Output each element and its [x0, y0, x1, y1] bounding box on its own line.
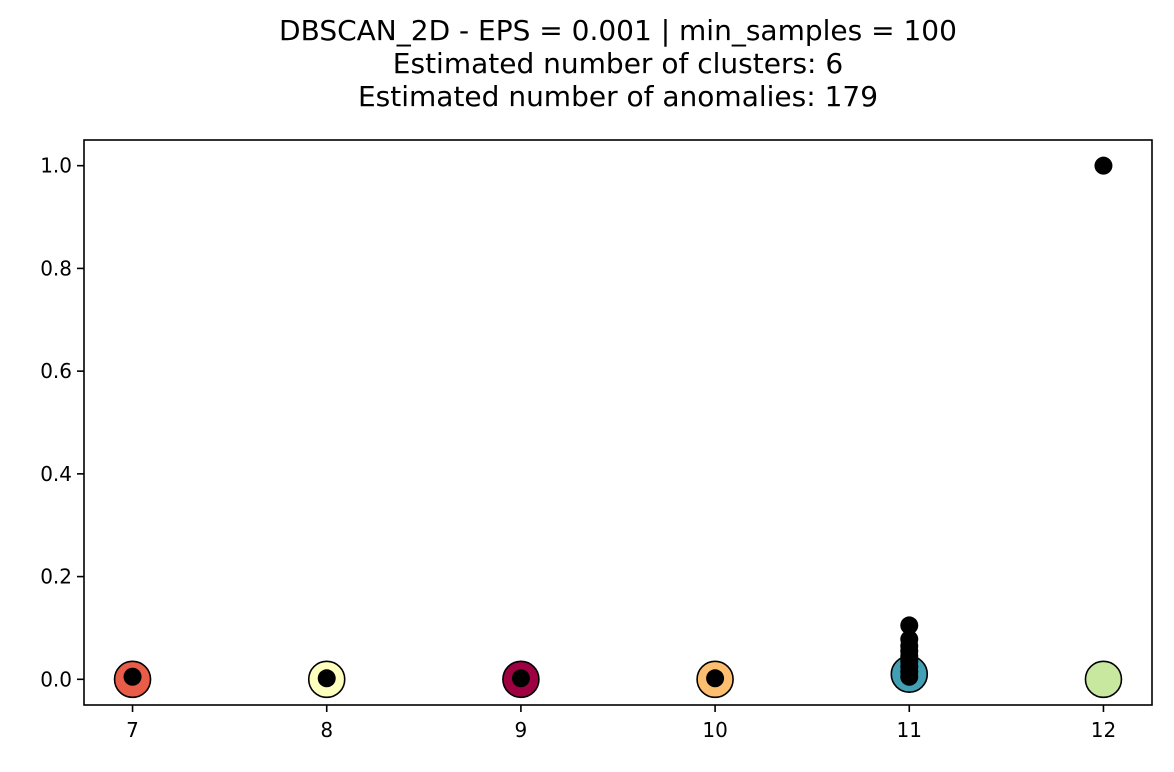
- chart-title-line-2: Estimated number of clusters: 6: [392, 47, 844, 80]
- chart-title-line-3: Estimated number of anomalies: 179: [357, 80, 879, 113]
- anomaly-point: [900, 630, 919, 649]
- cluster-point-6: [1084, 660, 1123, 699]
- chart-marks: [113, 156, 1123, 699]
- anomaly-point: [511, 669, 530, 688]
- y-tick-label: 0.0: [40, 667, 72, 691]
- plot-area-frame: [83, 139, 1153, 706]
- y-tick-label: 0.8: [40, 256, 72, 280]
- chart-title-line-1: DBSCAN_2D - EPS = 0.001 | min_samples = …: [279, 14, 957, 47]
- y-tick-label: 0.2: [40, 565, 72, 589]
- x-tick-label: 12: [1091, 718, 1116, 742]
- anomaly-point: [123, 667, 142, 686]
- anomaly-point: [1094, 156, 1113, 175]
- chart-title: DBSCAN_2D - EPS = 0.001 | min_samples = …: [84, 14, 1152, 113]
- x-tick-label: 7: [126, 718, 139, 742]
- x-tick-label: 9: [515, 718, 528, 742]
- x-tick-label: 10: [702, 718, 727, 742]
- y-tick-label: 0.4: [40, 462, 72, 486]
- y-tick-label: 0.6: [40, 359, 72, 383]
- anomaly-point: [706, 669, 725, 688]
- x-tick-label: 11: [897, 718, 922, 742]
- chart-axes: 7 8 9 10 11 12 0.0 0.2 0.4 0.6 0.8 1.0: [40, 154, 1116, 742]
- x-tick-label: 8: [320, 718, 333, 742]
- y-tick-label: 1.0: [40, 154, 72, 178]
- anomaly-point: [317, 669, 336, 688]
- anomaly-point: [900, 616, 919, 635]
